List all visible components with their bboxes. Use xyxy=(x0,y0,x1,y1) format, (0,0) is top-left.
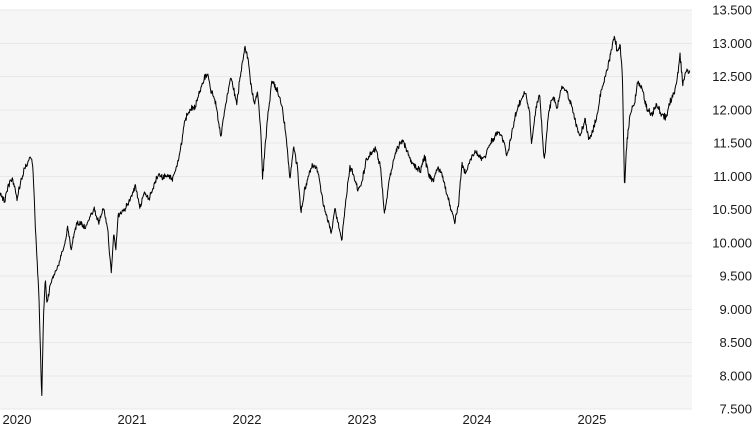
y-axis-label: 13.500 xyxy=(712,3,752,18)
y-axis-label: 10.500 xyxy=(712,202,752,217)
y-axis-label: 13.000 xyxy=(712,36,752,51)
y-axis-label: 12.500 xyxy=(712,69,752,84)
y-axis-label: 12.000 xyxy=(712,102,752,117)
y-axis-label: 11.500 xyxy=(713,136,752,151)
x-axis-labels: 2020 2021 2022 2023 2024 2025 xyxy=(3,412,607,427)
x-axis-label: 2020 xyxy=(3,412,32,427)
y-axis-label: 10.000 xyxy=(712,235,752,250)
x-axis-label: 2023 xyxy=(348,412,377,427)
y-axis-label: 11.000 xyxy=(713,169,752,184)
x-axis-label: 2024 xyxy=(463,412,492,427)
y-axis-label: 9.500 xyxy=(719,269,752,284)
y-axis-label: 8.500 xyxy=(719,335,752,350)
x-axis-label: 2025 xyxy=(577,412,606,427)
price-line xyxy=(0,35,691,396)
y-axis-label: 7.500 xyxy=(719,402,752,417)
x-axis-label: 2021 xyxy=(118,412,147,427)
x-axis-label: 2022 xyxy=(233,412,262,427)
y-axis-label: 9.000 xyxy=(719,302,752,317)
y-axis-labels: 13.500 13.000 12.500 12.000 11.500 11.000 10.5… xyxy=(712,3,752,417)
y-axis-label: 8.000 xyxy=(719,368,752,383)
